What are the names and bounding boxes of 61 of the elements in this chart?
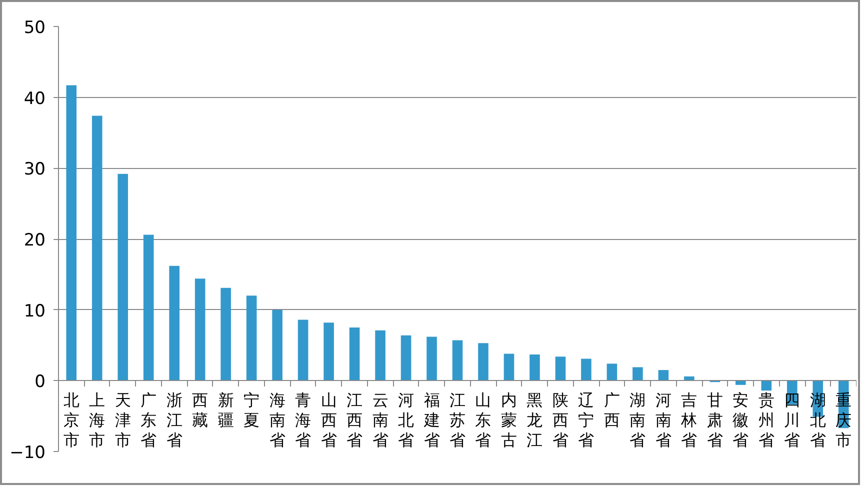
bar [169,266,180,381]
x-tick-label: 广东省 [140,390,157,450]
x-tick-label: 宁夏 [244,390,260,430]
y-tick-label: 50 [24,18,46,38]
bar [736,380,746,385]
x-tick-label: 广西 [604,390,620,430]
x-tick-label: 天津市 [114,390,131,450]
x-tick-label: 江苏省 [450,390,466,450]
bar [452,340,463,381]
x-tick-label: 江西省 [346,390,363,450]
x-tick-label: 内蒙古 [500,390,517,450]
x-tick-label: 陕西省 [552,390,568,450]
x-tick-label: 青海省 [295,390,312,450]
bar [246,296,257,381]
y-tick-label: 30 [24,160,46,180]
x-tick-label: 辽宁省 [578,390,594,450]
bar [426,336,437,381]
x-tick-label: 湖南省 [630,390,646,450]
x-tick-label: 北京市 [63,390,80,450]
bar [118,174,128,381]
bar [92,116,102,381]
x-tick-label: 福建省 [422,390,440,450]
bar [194,278,206,381]
x-tick-label: 西藏 [192,390,208,430]
x-tick-label: 贵州省 [758,390,774,450]
x-tick-label: 安徽省 [732,390,749,450]
bar [761,380,772,391]
bar [324,322,334,381]
x-tick-label: 甘肃省 [706,390,723,450]
x-tick-label: 浙江省 [166,390,182,450]
bar [530,354,540,381]
x-tick-label: 海南省 [269,390,286,450]
y-tick-label: 10 [24,301,46,322]
bar [632,367,643,381]
bar [606,364,618,381]
x-tick-label: 山东省 [475,390,492,450]
x-tick-label: 云南省 [372,390,388,450]
bar [272,310,282,381]
bar [555,356,566,381]
bar [400,335,412,381]
x-tick-label: 吉林省 [680,390,698,450]
y-tick-label: 40 [24,88,46,109]
bar [298,320,308,381]
bar [478,343,488,381]
y-tick-label: 0 [34,372,46,392]
bar [504,354,514,381]
bar [581,358,592,381]
y-tick-label: 20 [24,230,46,250]
x-tick-label: 新疆 [218,390,234,430]
y-tick-label: −10 [10,443,46,463]
bar [658,370,669,381]
x-tick-label: 黑龙江 [526,390,543,450]
bar [375,330,386,381]
x-tick-label: 河南省 [655,390,672,450]
x-tick-label: 河北省 [398,390,414,450]
bar [220,288,231,381]
bar [143,234,154,381]
bar [66,85,77,381]
x-tick-label: 山西省 [320,390,337,450]
bar [349,328,360,381]
x-tick-label: 上海市 [89,390,106,450]
